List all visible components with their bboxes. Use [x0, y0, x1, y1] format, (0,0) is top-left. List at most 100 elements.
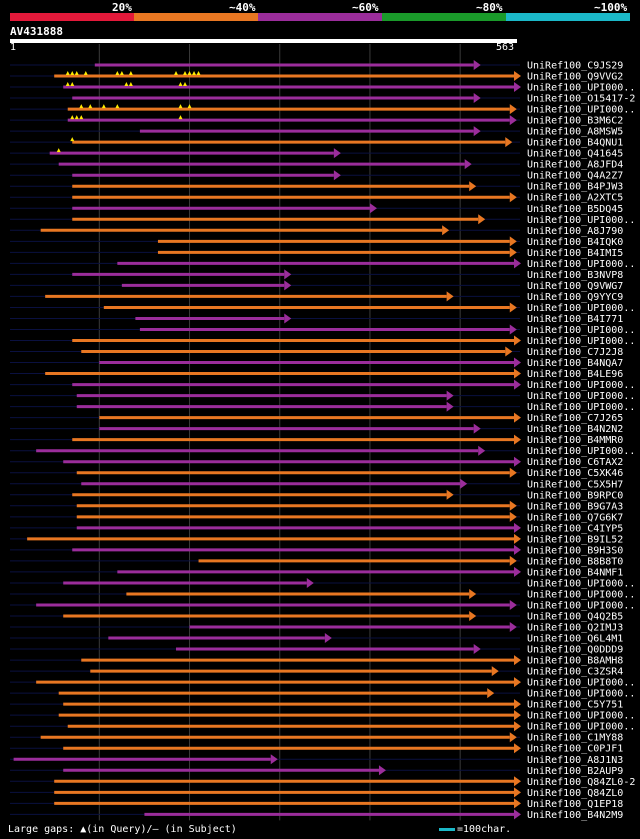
hit-arrow	[514, 258, 521, 269]
hit-label: UniRef100_Q2IMJ3	[527, 623, 623, 634]
hit-arrow	[284, 313, 292, 324]
query-gap-marker	[178, 82, 183, 87]
hit-label: UniRef100_B3M6C2	[527, 116, 623, 127]
hit-arrow	[505, 346, 513, 357]
hit-arrow	[324, 633, 332, 644]
hit-arrow	[509, 302, 517, 313]
hit-arrow	[509, 555, 517, 566]
hit-arrow	[514, 699, 521, 710]
hit-label: UniRef100_C5XK46	[527, 468, 623, 479]
hit-arrow	[509, 192, 517, 203]
query-gap-marker	[119, 71, 124, 76]
query-ruler	[10, 39, 517, 43]
hit-label: UniRef100_B4QNU1	[527, 138, 623, 149]
hit-label: UniRef100_Q7G6K7	[527, 512, 623, 523]
hit-label: UniRef100_A8J790	[527, 226, 623, 237]
hit-label: UniRef100_UPI000..	[527, 391, 635, 402]
hit-arrow	[284, 280, 292, 291]
hit-label: UniRef100_C4IYP5	[527, 523, 623, 534]
hit-arrow	[473, 423, 481, 434]
hit-label: UniRef100_UPI000..	[527, 678, 635, 689]
hit-arrow	[514, 776, 521, 787]
hit-arrow	[378, 765, 386, 776]
scale-swatch	[439, 827, 455, 831]
hit-arrow	[473, 644, 481, 655]
hit-label: UniRef100_UPI000..	[527, 689, 635, 700]
hit-label: UniRef100_Q9YYC9	[527, 292, 623, 303]
hit-arrow	[514, 677, 521, 688]
hit-label: UniRef100_B9RPC0	[527, 490, 623, 501]
hit-arrow	[509, 247, 517, 258]
hit-label: UniRef100_A8J1N3	[527, 755, 623, 766]
hit-label: UniRef100_UPI000..	[527, 259, 635, 270]
query-gap-marker	[115, 104, 120, 109]
hit-label: UniRef100_B4PJW3	[527, 182, 623, 193]
legend-label-60: ~60%	[352, 1, 379, 14]
scale-text: =100char.	[457, 824, 512, 835]
hit-arrow	[478, 445, 486, 456]
query-gap-marker	[187, 104, 192, 109]
query-gap-marker	[183, 82, 188, 87]
hit-arrow	[306, 577, 314, 588]
query-gap-marker	[83, 71, 88, 76]
hit-label: UniRef100_B9H3S0	[527, 545, 623, 556]
hit-label: UniRef100_Q4A2Z7	[527, 171, 623, 182]
hit-label: UniRef100_UPI000..	[527, 83, 635, 94]
hit-arrow	[514, 379, 521, 390]
hit-arrow	[505, 137, 513, 148]
hit-label: UniRef100_B4NMF1	[527, 567, 623, 578]
hit-label: UniRef100_A2XTC5	[527, 193, 623, 204]
legend-label-80: ~80%	[476, 1, 503, 14]
hit-arrow	[333, 170, 341, 181]
query-gap-marker	[79, 104, 84, 109]
query-gap-marker	[196, 71, 201, 76]
query-gap-marker	[70, 82, 75, 87]
hit-arrow	[514, 721, 521, 732]
hit-arrow	[514, 522, 521, 533]
hit-label: UniRef100_C6TAX2	[527, 457, 623, 468]
query-gap-marker	[124, 82, 129, 87]
hit-label: UniRef100_UPI000..	[527, 215, 635, 226]
hit-arrow	[514, 368, 521, 379]
query-gap-marker	[65, 82, 70, 87]
hit-label: UniRef100_B4IMI5	[527, 248, 623, 259]
query-gap-marker	[74, 115, 79, 120]
query-gap-marker	[115, 71, 120, 76]
hit-arrow	[442, 225, 450, 236]
hit-label: UniRef100_Q41645	[527, 149, 623, 160]
hit-label: UniRef100_B3NVP8	[527, 270, 623, 281]
query-gap-marker	[56, 148, 61, 153]
hit-arrow	[446, 291, 454, 302]
query-gap-marker	[128, 82, 133, 87]
footer-gaps-legend: Large gaps: ▲(in Query)/– (in Subject)	[8, 824, 237, 835]
hit-arrow	[514, 710, 521, 721]
hit-arrow	[478, 214, 486, 225]
query-gap-marker	[88, 104, 93, 109]
hit-label: UniRef100_B4NQA7	[527, 358, 623, 369]
hit-label: UniRef100_UPI000..	[527, 336, 635, 347]
query-gap-marker	[183, 71, 188, 76]
hit-label: UniRef100_UPI000..	[527, 380, 635, 391]
hit-arrow	[514, 566, 521, 577]
hit-label: UniRef100_Q84ZL0-2	[527, 777, 635, 788]
hit-label: UniRef100_Q84ZL0	[527, 788, 623, 799]
hit-arrow	[509, 104, 517, 115]
hit-arrow	[473, 93, 481, 104]
hit-label: UniRef100_UPI000..	[527, 446, 635, 457]
hit-arrow	[460, 478, 468, 489]
query-gap-marker	[65, 71, 70, 76]
hit-arrow	[333, 148, 341, 159]
hit-arrow	[473, 60, 481, 70]
hit-label: UniRef100_C9JS29	[527, 61, 623, 72]
hit-label: UniRef100_UPI000..	[527, 303, 635, 314]
hit-arrow	[446, 401, 454, 412]
hit-label: UniRef100_C0PJF1	[527, 744, 623, 755]
hit-arrow	[446, 390, 454, 401]
query-gap-marker	[192, 71, 197, 76]
hit-label: UniRef100_B5DQ45	[527, 204, 623, 215]
hit-arrow	[469, 588, 477, 599]
hit-label: UniRef100_C5X5H7	[527, 479, 623, 490]
hit-label: UniRef100_B4LE96	[527, 369, 623, 380]
legend-bar-60	[258, 13, 382, 21]
